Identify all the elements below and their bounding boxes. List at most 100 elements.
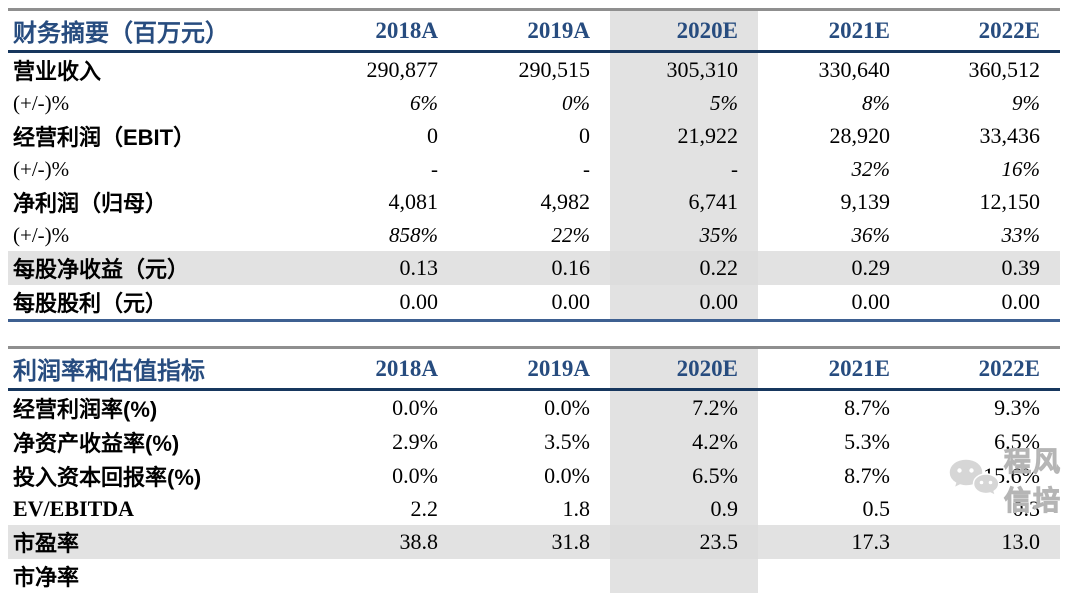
table-row-ebit-growth: (+/-)% - - - 32% 16% bbox=[8, 153, 1060, 185]
cell-value bbox=[458, 559, 610, 593]
cell-value bbox=[758, 559, 910, 593]
report-tables: 财务摘要（百万元） 2018A 2019A 2020E 2021E 2022E … bbox=[8, 8, 1060, 593]
cell-value: 15.6% bbox=[983, 463, 1040, 488]
cell-value: 0.16 bbox=[458, 251, 610, 285]
cell-value: 8.7% bbox=[844, 395, 890, 420]
cell-value: 21,922 bbox=[610, 119, 758, 153]
cell-value bbox=[610, 559, 758, 593]
table1-header-row: 财务摘要（百万元） 2018A 2019A 2020E 2021E 2022E bbox=[8, 9, 1060, 53]
row-label: (+/-)% bbox=[13, 90, 70, 115]
cell-value: 0 bbox=[579, 123, 590, 148]
cell-value: 0.00 bbox=[610, 285, 758, 321]
table2-col-2021e: 2021E bbox=[758, 347, 910, 391]
cell-value bbox=[338, 559, 458, 593]
cell-value: 4,982 bbox=[540, 189, 591, 214]
valuation-metrics-table: 利润率和估值指标 2018A 2019A 2020E 2021E 2022E 经… bbox=[8, 346, 1060, 593]
cell-value: 0 bbox=[427, 123, 438, 148]
cell-value: 0.0% bbox=[544, 463, 590, 488]
cell-value: - bbox=[583, 156, 590, 181]
cell-value: 305,310 bbox=[610, 51, 758, 87]
cell-value: 16% bbox=[1001, 156, 1041, 181]
cell-value: 32% bbox=[851, 156, 891, 181]
cell-value: 5% bbox=[610, 87, 758, 119]
cell-value: 6.5% bbox=[994, 429, 1040, 454]
cell-value: 8% bbox=[862, 90, 890, 115]
cell-value: 8.7% bbox=[844, 463, 890, 488]
cell-value: 290,515 bbox=[518, 57, 591, 82]
cell-value: 0.0% bbox=[392, 395, 438, 420]
cell-value: - bbox=[610, 153, 758, 185]
table-row-revenue-growth: (+/-)% 6% 0% 5% 8% 9% bbox=[8, 87, 1060, 119]
cell-value: 0.13 bbox=[338, 251, 458, 285]
cell-value: 6.5% bbox=[610, 459, 758, 493]
table-row-pe: 市盈率 38.8 31.8 23.5 17.3 13.0 bbox=[8, 525, 1060, 559]
table-row-roic: 投入资本回报率(%) 0.0% 0.0% 6.5% 8.7% 15.6% bbox=[8, 459, 1060, 493]
table2-col-2022e: 2022E bbox=[910, 347, 1060, 391]
cell-value: 23.5 bbox=[610, 525, 758, 559]
row-label: 营业收入 bbox=[13, 59, 102, 84]
row-label: 净利润（归母） bbox=[13, 191, 168, 216]
cell-value: - bbox=[431, 156, 438, 181]
cell-value: 0.29 bbox=[758, 251, 910, 285]
cell-value: 0.3 bbox=[1012, 496, 1041, 521]
cell-value: 0.00 bbox=[399, 289, 439, 314]
cell-value: 0% bbox=[562, 90, 590, 115]
row-label: 每股净收益（元） bbox=[8, 251, 338, 285]
table-row-net-profit-growth: (+/-)% 858% 22% 35% 36% 33% bbox=[8, 219, 1060, 251]
row-label: 市净率 bbox=[13, 565, 80, 590]
table2-col-2020e: 2020E bbox=[610, 347, 758, 391]
table-row-pb-clipped: 市净率 bbox=[8, 559, 1060, 593]
cell-value: 0.9 bbox=[610, 493, 758, 525]
cell-value: 2.9% bbox=[392, 429, 438, 454]
table-row-ev-ebitda: EV/EBITDA 2.2 1.8 0.9 0.5 0.3 bbox=[8, 493, 1060, 525]
cell-value: 1.8 bbox=[562, 496, 591, 521]
table-row-eps: 每股净收益（元） 0.13 0.16 0.22 0.29 0.39 bbox=[8, 251, 1060, 285]
cell-value: 5.3% bbox=[844, 429, 890, 454]
cell-value: 0.00 bbox=[551, 289, 591, 314]
table1-title: 财务摘要（百万元） bbox=[8, 9, 338, 53]
cell-value: 33,436 bbox=[979, 123, 1041, 148]
table-row-roe: 净资产收益率(%) 2.9% 3.5% 4.2% 5.3% 6.5% bbox=[8, 425, 1060, 459]
cell-value: 33% bbox=[1001, 222, 1041, 247]
cell-value: 4.2% bbox=[610, 425, 758, 459]
row-label: 净资产收益率(%) bbox=[13, 431, 180, 456]
cell-value: 0.39 bbox=[910, 251, 1060, 285]
cell-value: 4,081 bbox=[388, 189, 439, 214]
table2-header-row: 利润率和估值指标 2018A 2019A 2020E 2021E 2022E bbox=[8, 347, 1060, 391]
table1-col-2021e: 2021E bbox=[758, 9, 910, 53]
row-label: 每股股利（元） bbox=[13, 291, 168, 316]
row-label: (+/-)% bbox=[13, 156, 70, 181]
cell-value: 3.5% bbox=[544, 429, 590, 454]
cell-value: 330,640 bbox=[818, 57, 891, 82]
cell-value bbox=[910, 559, 1060, 593]
cell-value: 858% bbox=[389, 222, 438, 247]
cell-value: 2.2 bbox=[410, 496, 439, 521]
table-row-dps: 每股股利（元） 0.00 0.00 0.00 0.00 0.00 bbox=[8, 285, 1060, 321]
cell-value: 12,150 bbox=[979, 189, 1041, 214]
row-label: EV/EBITDA bbox=[13, 496, 135, 521]
cell-value: 36% bbox=[851, 222, 891, 247]
table-row-ebit: 经营利润（EBIT） 0 0 21,922 28,920 33,436 bbox=[8, 119, 1060, 153]
table-row-operating-margin: 经营利润率(%) 0.0% 0.0% 7.2% 8.7% 9.3% bbox=[8, 389, 1060, 425]
cell-value: 6% bbox=[410, 90, 438, 115]
row-label: 市盈率 bbox=[8, 525, 338, 559]
table-row-revenue: 营业收入 290,877 290,515 305,310 330,640 360… bbox=[8, 51, 1060, 87]
cell-value: 13.0 bbox=[910, 525, 1060, 559]
row-label: (+/-)% bbox=[13, 222, 70, 247]
cell-value: 9,139 bbox=[840, 189, 891, 214]
table2-title: 利润率和估值指标 bbox=[8, 347, 338, 391]
cell-value: 9% bbox=[1012, 90, 1040, 115]
row-label: 经营利润（EBIT） bbox=[13, 125, 196, 150]
cell-value: 6,741 bbox=[610, 185, 758, 219]
cell-value: 31.8 bbox=[458, 525, 610, 559]
cell-value: 0.22 bbox=[610, 251, 758, 285]
cell-value: 28,920 bbox=[829, 123, 891, 148]
cell-value: 360,512 bbox=[968, 57, 1041, 82]
table2-col-2018a: 2018A bbox=[338, 347, 458, 391]
cell-value: 0.00 bbox=[851, 289, 891, 314]
cell-value: 290,877 bbox=[366, 57, 439, 82]
cell-value: 7.2% bbox=[610, 389, 758, 425]
table1-col-2019a: 2019A bbox=[458, 9, 610, 53]
financial-summary-table: 财务摘要（百万元） 2018A 2019A 2020E 2021E 2022E … bbox=[8, 8, 1060, 322]
table2-col-2019a: 2019A bbox=[458, 347, 610, 391]
